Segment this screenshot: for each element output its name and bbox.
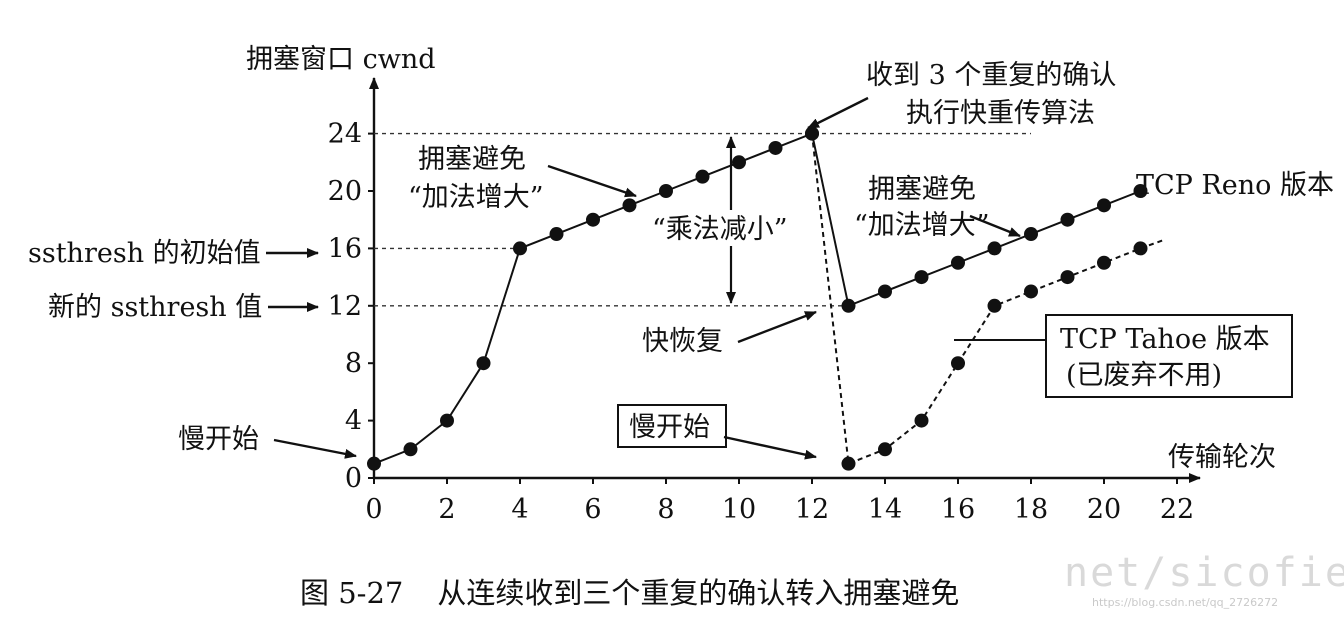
figure-number: 图 5-27 xyxy=(300,576,404,610)
data-point xyxy=(513,241,527,256)
y-tick-label: 12 xyxy=(328,291,362,322)
threshold-lines xyxy=(374,132,1031,307)
x-tick-label: 16 xyxy=(941,494,975,525)
data-point xyxy=(768,140,783,155)
tahoe-label-2: (已废弃不用) xyxy=(1066,360,1222,391)
congestion-avoidance-arrow-2 xyxy=(969,214,1021,238)
slow-start-box xyxy=(617,404,727,448)
watermark-url: https://blog.csdn.net/qq_2726272 xyxy=(1092,596,1279,609)
data-point xyxy=(367,456,381,471)
congestion-window-chart: 拥塞窗口 cwnd 传输轮次 0 2 4 6 8 10 12 14 16 18 20 22048121… xyxy=(28,44,1334,525)
ssthresh-initial-label: ssthresh 的初始值 xyxy=(28,238,261,269)
data-point xyxy=(549,227,564,242)
x-tick-label: 8 xyxy=(657,494,674,525)
congestion-avoidance-label-2b: “加法增大” xyxy=(854,210,990,241)
slow-start-label-1: 慢开始 xyxy=(178,424,259,455)
data-point xyxy=(878,284,892,299)
slow-start-arrow-2 xyxy=(723,435,817,460)
data-points xyxy=(367,126,1148,471)
data-point xyxy=(622,198,637,213)
figure-caption-text: 从连续收到三个重复的确认转入拥塞避免 xyxy=(437,576,960,610)
tahoe-label-box xyxy=(1045,314,1293,398)
congestion-avoidance-label-2a: 拥塞避免 xyxy=(868,174,976,205)
x-tick-label: 2 xyxy=(438,494,455,525)
data-point xyxy=(403,442,418,457)
data-point xyxy=(1133,241,1148,256)
three-dup-acks-arrow xyxy=(807,96,869,130)
tahoe-label-1: TCP Tahoe 版本 xyxy=(1060,324,1270,355)
x-tick-label: 12 xyxy=(795,494,829,525)
data-point xyxy=(841,298,856,313)
data-point xyxy=(914,413,929,428)
y-axis-label: 拥塞窗口 cwnd xyxy=(246,44,436,75)
data-point xyxy=(586,212,600,227)
x-axis-label: 传输轮次 xyxy=(1168,442,1276,473)
slow-start-label-2: 慢开始 xyxy=(629,412,710,443)
data-point xyxy=(951,255,965,270)
reno-label: TCP Reno 版本 xyxy=(1136,170,1334,201)
data-point xyxy=(1024,284,1038,299)
x-tick-label: 14 xyxy=(868,494,902,525)
data-point xyxy=(987,241,1002,256)
three-dup-acks-label-1: 收到 3 个重复的确认 xyxy=(866,60,1116,91)
y-tick-label: 8 xyxy=(345,348,362,379)
data-point xyxy=(440,413,454,428)
congestion-avoidance-label-1b: “加法增大” xyxy=(408,182,544,213)
fast-recovery-label: 快恢复 xyxy=(642,326,723,357)
y-tick-label: 16 xyxy=(328,233,362,264)
data-point xyxy=(914,270,929,285)
multiplicative-decrease-label: “乘法减小” xyxy=(652,214,788,245)
data-point xyxy=(878,442,892,457)
data-point xyxy=(476,356,491,371)
x-tick-label: 0 xyxy=(365,494,382,525)
x-tick-label: 20 xyxy=(1087,494,1121,525)
congestion-avoidance-label-1a: 拥塞避免 xyxy=(418,144,526,175)
data-point xyxy=(695,169,710,184)
data-point xyxy=(1097,198,1111,213)
watermark-text: net/sicofiel xyxy=(1064,550,1344,596)
data-point xyxy=(659,184,673,198)
figure-caption: 图 5-27 从连续收到三个重复的确认转入拥塞避免 xyxy=(300,570,959,612)
y-tick-label: 20 xyxy=(328,176,362,207)
data-point xyxy=(1060,212,1075,227)
x-tick-label: 4 xyxy=(511,494,528,525)
data-point xyxy=(1097,255,1111,270)
data-point xyxy=(1024,227,1038,242)
data-point xyxy=(951,356,965,371)
slow-start-arrow-1 xyxy=(273,438,357,459)
y-tick-label: 0 xyxy=(345,463,362,494)
series-line-reno xyxy=(373,132,1141,465)
data-point xyxy=(1060,270,1075,285)
x-tick-label: 10 xyxy=(722,494,756,525)
data-point xyxy=(805,126,819,141)
fast-recovery-arrow xyxy=(737,310,817,344)
data-point xyxy=(841,456,856,471)
y-tick-label: 24 xyxy=(328,119,362,150)
ssthresh-new-label: 新的 ssthresh 值 xyxy=(48,292,262,323)
x-tick-label: 6 xyxy=(584,494,601,525)
data-point xyxy=(732,155,746,170)
x-tick-label: 22 xyxy=(1160,494,1194,525)
y-tick-label: 4 xyxy=(345,406,362,437)
series-line-tahoe xyxy=(811,133,1141,466)
annotation-layer: ssthresh 的初始值 新的 ssthresh 值 慢开始 慢开始 拥塞避免… xyxy=(28,60,1334,460)
congestion-avoidance-arrow-1 xyxy=(547,164,637,198)
x-tick-label: 18 xyxy=(1014,494,1048,525)
data-point xyxy=(1133,184,1148,198)
three-dup-acks-label-2: 执行快重传算法 xyxy=(906,98,1095,129)
data-point xyxy=(987,298,1002,313)
